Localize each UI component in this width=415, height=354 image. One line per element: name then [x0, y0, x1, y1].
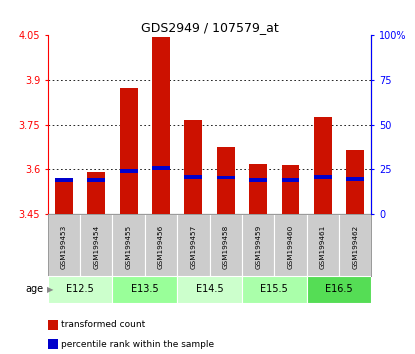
Bar	[145, 214, 177, 276]
Bar	[307, 276, 371, 303]
Bar	[55, 178, 73, 182]
Text: GSM199455: GSM199455	[126, 224, 132, 268]
Bar	[48, 214, 80, 276]
Bar	[217, 147, 234, 214]
Bar	[152, 166, 170, 170]
Text: percentile rank within the sample: percentile rank within the sample	[61, 340, 214, 349]
Text: age: age	[25, 284, 44, 295]
Text: E13.5: E13.5	[131, 284, 159, 295]
Bar	[242, 214, 274, 276]
Bar	[249, 178, 267, 182]
Text: GSM199457: GSM199457	[190, 224, 196, 268]
Text: GSM199462: GSM199462	[352, 224, 358, 268]
Bar	[307, 214, 339, 276]
Bar	[347, 150, 364, 214]
Bar	[242, 276, 307, 303]
Text: E14.5: E14.5	[196, 284, 223, 295]
Bar	[314, 175, 332, 179]
Bar	[217, 176, 234, 179]
Bar	[112, 276, 177, 303]
Bar	[112, 214, 145, 276]
Text: GSM199453: GSM199453	[61, 224, 67, 268]
Text: transformed count: transformed count	[61, 320, 145, 330]
Bar	[249, 164, 267, 214]
Bar	[282, 165, 299, 214]
Bar	[282, 178, 299, 182]
Text: E15.5: E15.5	[261, 284, 288, 295]
Text: GSM199460: GSM199460	[288, 224, 293, 268]
Title: GDS2949 / 107579_at: GDS2949 / 107579_at	[141, 21, 278, 34]
Bar	[347, 177, 364, 181]
Bar	[48, 276, 112, 303]
Bar	[185, 120, 202, 214]
Bar	[120, 169, 137, 173]
Bar	[88, 172, 105, 214]
Bar	[152, 37, 170, 214]
Bar	[177, 214, 210, 276]
Bar	[185, 175, 202, 179]
Text: GSM199459: GSM199459	[255, 224, 261, 268]
Text: GSM199458: GSM199458	[223, 224, 229, 268]
Text: E12.5: E12.5	[66, 284, 94, 295]
Bar	[314, 117, 332, 214]
Bar	[120, 87, 137, 214]
Text: E16.5: E16.5	[325, 284, 353, 295]
Bar	[88, 178, 105, 182]
Text: ▶: ▶	[47, 285, 54, 294]
Text: GSM199456: GSM199456	[158, 224, 164, 268]
Text: GSM199461: GSM199461	[320, 224, 326, 268]
Bar	[80, 214, 112, 276]
Bar	[339, 214, 371, 276]
Bar	[177, 276, 242, 303]
Bar	[210, 214, 242, 276]
Text: GSM199454: GSM199454	[93, 224, 99, 268]
Bar	[55, 180, 73, 214]
Bar	[274, 214, 307, 276]
